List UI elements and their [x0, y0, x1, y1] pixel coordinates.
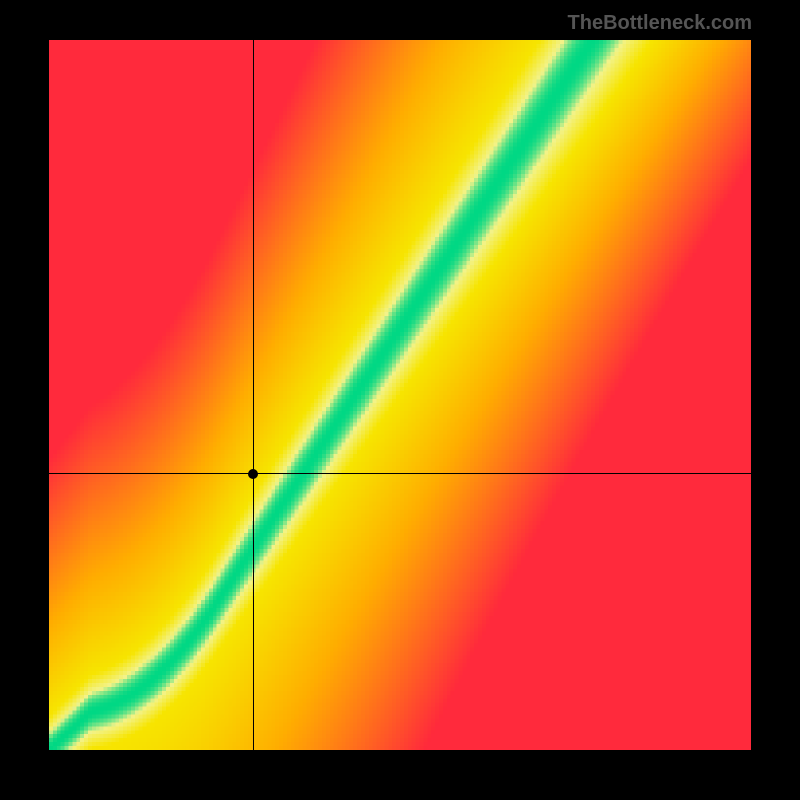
crosshair-vertical [253, 40, 254, 750]
bottleneck-heatmap [49, 40, 751, 750]
selection-marker [248, 469, 258, 479]
plot-area [49, 40, 751, 750]
watermark-text: TheBottleneck.com [568, 12, 752, 35]
crosshair-horizontal [49, 473, 751, 474]
